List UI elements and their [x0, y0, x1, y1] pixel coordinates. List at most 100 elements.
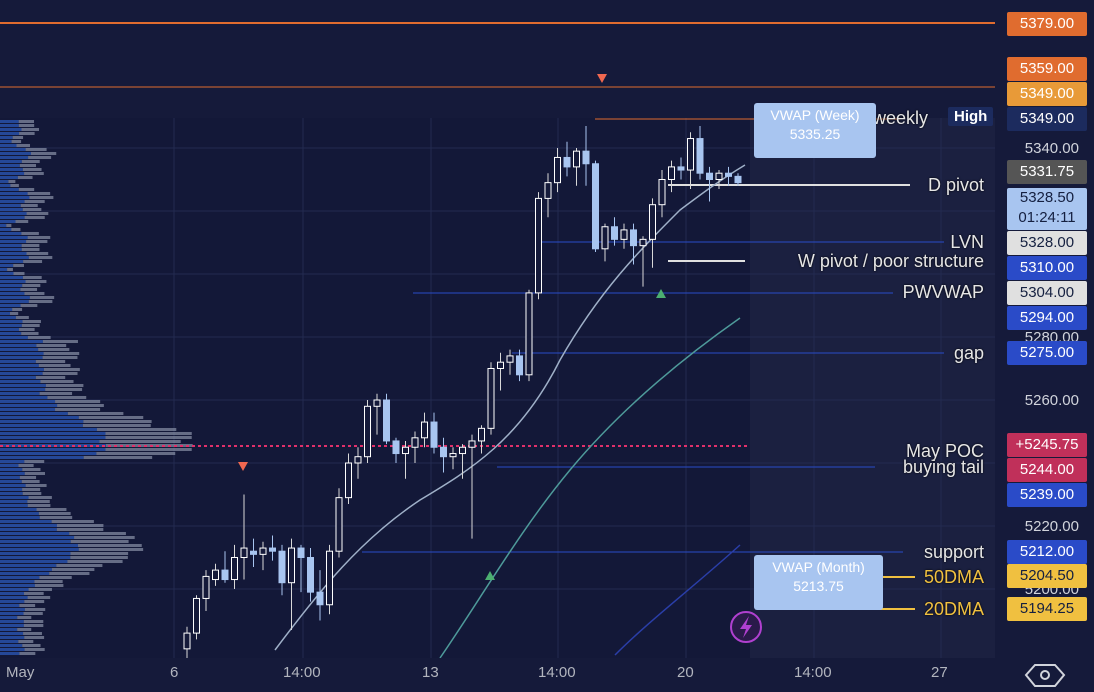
volume-bar [67, 412, 124, 415]
candle [354, 456, 362, 464]
candle [430, 421, 438, 448]
volume-bar [0, 252, 27, 255]
volume-bar [0, 180, 9, 183]
candle [563, 156, 571, 168]
volume-bar [29, 296, 55, 299]
volume-bar [28, 588, 52, 591]
volume-bar [42, 356, 78, 359]
volume-bar [0, 364, 39, 367]
price-label-value: 5328.50 [1019, 189, 1075, 206]
volume-bar [19, 604, 36, 607]
volume-bar [0, 348, 39, 351]
candle [601, 226, 609, 250]
volume-bar [0, 488, 23, 491]
volume-bar [0, 152, 31, 155]
candle [544, 182, 552, 199]
lightning-icon[interactable] [730, 611, 762, 643]
volume-bar [22, 468, 41, 471]
volume-bar [34, 584, 64, 587]
volume-bar [78, 548, 144, 551]
candle [658, 179, 666, 206]
volume-bar [0, 168, 23, 171]
volume-bar [0, 484, 26, 487]
candle [573, 150, 580, 168]
price-label: 5275.00 [1007, 341, 1087, 365]
volume-bar [18, 640, 34, 643]
volume-bar [55, 400, 101, 403]
volume-bar [23, 260, 43, 263]
volume-bar [22, 208, 42, 211]
volume-bar [24, 600, 45, 603]
volume-bar [42, 340, 78, 343]
candle [497, 361, 504, 370]
price-label: 5204.50 [1007, 564, 1087, 588]
volume-bar [0, 456, 84, 459]
volume-bar [0, 352, 44, 355]
price-label: 5349.00 [1007, 82, 1087, 106]
volume-bar [0, 188, 19, 191]
volume-bar [0, 636, 25, 639]
volume-bar [0, 372, 43, 375]
candle [183, 632, 191, 650]
volume-bar [10, 312, 19, 315]
price-label: 5294.00 [1007, 306, 1087, 330]
ema-line-fast [274, 164, 746, 651]
volume-bar [0, 208, 23, 211]
sell-marker-icon [238, 462, 248, 471]
volume-bar [0, 564, 57, 567]
volume-bar [51, 520, 94, 523]
volume-bar [0, 508, 37, 511]
volume-bar [38, 348, 70, 351]
candle [487, 368, 495, 429]
volume-bar [0, 528, 57, 531]
countdown-timer: 01:24:11 [1018, 209, 1076, 226]
volume-bar [27, 336, 51, 339]
candle [449, 453, 457, 458]
price-label: 5244.00 [1007, 458, 1087, 482]
settings-hexagon-icon[interactable] [1024, 664, 1066, 687]
volume-profile [0, 120, 193, 655]
volume-bar [19, 652, 36, 655]
volume-bar [0, 612, 24, 615]
volume-bar [0, 196, 30, 199]
volume-bar [15, 316, 29, 319]
price-label: 5212.00 [1007, 540, 1087, 564]
volume-bar [22, 168, 42, 171]
volume-bar [0, 376, 36, 379]
volume-bar [17, 628, 32, 631]
volume-bar [0, 520, 52, 523]
volume-bar [24, 608, 46, 611]
candle [411, 437, 419, 448]
volume-bar [0, 148, 26, 151]
candle [506, 355, 514, 363]
volume-bar [0, 292, 25, 295]
volume-bar [23, 632, 42, 635]
candle [649, 204, 656, 240]
volume-bar [0, 468, 23, 471]
y-tick: 5260.00 [1024, 392, 1079, 409]
volume-bar [21, 332, 39, 335]
volume-bar [0, 344, 37, 347]
time-tick: 27 [931, 664, 948, 681]
volume-bar [0, 428, 97, 431]
volume-bar [0, 124, 19, 127]
candle [326, 550, 333, 606]
volume-bar [10, 184, 19, 187]
volume-bar [28, 496, 52, 499]
buy-marker-icon [656, 289, 666, 298]
volume-bar [7, 268, 13, 271]
dma20-label: 20DMA [923, 599, 984, 619]
volume-bar [0, 464, 19, 467]
volume-bar [36, 344, 67, 347]
volume-bar [0, 580, 35, 583]
volume-bar [0, 560, 68, 563]
candle [516, 355, 523, 376]
volume-bar [0, 228, 12, 231]
price-label: 5328.50 01:24:11 [1007, 188, 1087, 230]
volume-bar [0, 360, 36, 363]
volume-bar [0, 516, 40, 519]
candle [535, 197, 542, 294]
volume-bar [30, 152, 57, 155]
volume-bar [47, 396, 87, 399]
